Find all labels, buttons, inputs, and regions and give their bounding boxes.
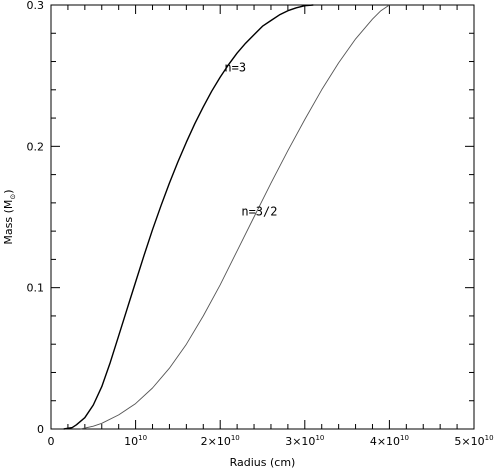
axis-ticks — [50, 4, 475, 430]
y-tick-label: 0.3 — [27, 0, 45, 12]
y-tick-label: 0 — [37, 423, 44, 436]
series-lines — [63, 4, 390, 430]
y-axis-title-main: Mass (M — [2, 200, 15, 245]
series-annotation-n3-2: n=3/2 — [241, 205, 277, 219]
x-axis-title: Radius (cm) — [230, 456, 296, 468]
tick-labels: 0 1010 2×1010 3×1010 4×1010 5×1010 0 0.1 0.2 0.3 — [27, 0, 494, 448]
y-tick-label: 0.2 — [27, 140, 45, 153]
x-tick-label: 5×1010 — [454, 434, 493, 448]
x-tick-label: 4×1010 — [370, 434, 409, 448]
x-tick-label: 1010 — [124, 434, 147, 448]
series-annotation-n3: n=3 — [224, 60, 246, 74]
x-tick-label: 3×1010 — [285, 434, 324, 448]
annotations: n=3 n=3/2 — [224, 60, 277, 218]
y-axis-title-close: ) — [2, 189, 15, 193]
y-axis-title: Mass (M⊙) — [2, 189, 17, 244]
series-line-n3-2 — [80, 4, 390, 430]
plot-frame — [50, 4, 475, 430]
x-tick-label: 2×1010 — [201, 434, 240, 448]
x-tick-label: 0 — [48, 435, 55, 448]
sun-symbol: ⊙ — [9, 194, 17, 200]
y-tick-label: 0.1 — [27, 282, 45, 295]
series-line-n3 — [63, 4, 314, 430]
